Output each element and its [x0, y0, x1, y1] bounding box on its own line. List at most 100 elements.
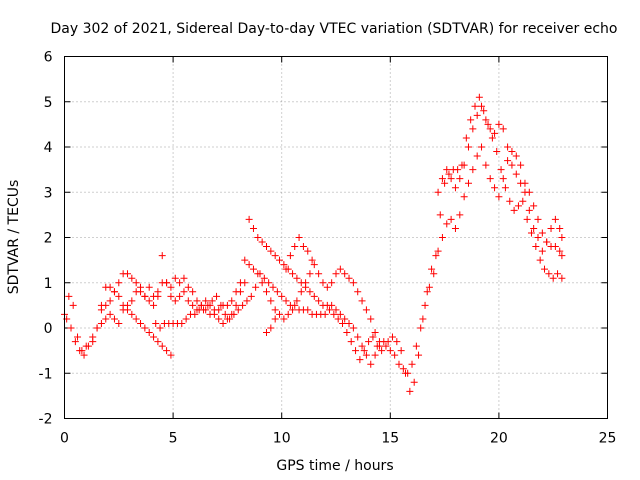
y-axis-label: SDTVAR / TECUs — [6, 180, 22, 295]
data-point — [193, 297, 201, 305]
data-point — [295, 234, 303, 241]
x-tick-label: 5 — [169, 431, 178, 447]
data-point — [330, 310, 338, 318]
data-point — [119, 301, 127, 309]
data-point — [386, 347, 394, 355]
data-point — [247, 292, 255, 300]
data-point — [519, 197, 527, 205]
data-point — [215, 306, 223, 314]
data-point — [545, 270, 553, 278]
data-point — [371, 329, 379, 337]
x-axis-label: GPS time / hours — [276, 458, 393, 474]
data-point — [267, 324, 275, 332]
data-point — [265, 279, 273, 287]
data-point — [504, 143, 512, 151]
data-point — [514, 202, 522, 210]
data-point — [245, 261, 253, 269]
data-point — [213, 292, 221, 300]
data-point — [267, 297, 275, 305]
data-point — [443, 220, 451, 228]
data-point — [115, 319, 123, 327]
data-point — [110, 288, 118, 296]
data-point — [163, 347, 171, 355]
data-point — [534, 234, 542, 241]
data-point — [284, 310, 292, 318]
data-point — [141, 292, 149, 300]
data-point — [360, 347, 368, 355]
data-point — [302, 279, 310, 287]
data-point — [252, 283, 260, 291]
data-point — [273, 288, 281, 296]
data-point — [471, 102, 479, 110]
data-point — [388, 333, 396, 341]
data-point — [436, 211, 444, 219]
data-point — [443, 166, 451, 174]
data-point — [150, 333, 158, 341]
data-point — [245, 215, 253, 223]
data-point — [425, 283, 433, 291]
data-point — [328, 301, 336, 309]
data-point — [456, 211, 464, 219]
data-point — [423, 288, 431, 296]
data-point — [128, 297, 136, 305]
x-tick-label: 0 — [60, 431, 69, 447]
data-point — [152, 319, 160, 327]
data-points — [61, 93, 566, 395]
data-point — [508, 148, 516, 156]
data-point — [412, 342, 420, 350]
data-point — [421, 301, 429, 309]
data-point — [321, 310, 329, 318]
data-point — [391, 351, 399, 359]
data-point — [280, 261, 288, 269]
data-point — [223, 315, 231, 323]
data-point — [262, 288, 270, 296]
data-point — [145, 297, 153, 305]
x-tick-label: 15 — [381, 431, 399, 447]
data-point — [323, 283, 331, 291]
data-point — [336, 265, 344, 273]
data-point — [102, 315, 110, 323]
data-point — [106, 297, 114, 305]
data-point — [334, 315, 342, 323]
data-point — [352, 347, 360, 355]
data-point — [189, 301, 197, 309]
data-point — [451, 184, 459, 192]
data-point — [551, 215, 559, 223]
data-point — [304, 247, 312, 255]
data-point — [551, 243, 559, 251]
data-point — [367, 315, 375, 323]
data-point — [115, 279, 123, 287]
y-tick-labels: -2 -1 0 1 2 3 4 5 6 — [39, 50, 53, 428]
data-point — [154, 292, 162, 300]
data-point — [236, 288, 244, 296]
data-point — [249, 265, 257, 273]
data-point — [345, 274, 353, 282]
data-point — [291, 301, 299, 309]
data-point — [451, 224, 459, 232]
data-point — [399, 365, 407, 373]
data-point — [258, 238, 266, 246]
data-point — [384, 338, 392, 346]
data-point — [523, 215, 531, 223]
data-point — [254, 234, 262, 241]
data-point — [556, 247, 564, 255]
data-point — [478, 102, 486, 110]
data-point — [369, 333, 377, 341]
plot-border — [64, 56, 608, 419]
data-point — [356, 356, 364, 364]
data-point — [393, 338, 401, 346]
data-point — [171, 297, 179, 305]
data-point — [154, 338, 162, 346]
data-point — [156, 324, 164, 332]
data-point — [328, 279, 336, 287]
data-point — [223, 301, 231, 309]
data-point — [276, 256, 284, 264]
data-point — [297, 288, 305, 296]
data-point — [254, 270, 262, 278]
data-point — [445, 170, 453, 178]
data-point — [473, 152, 481, 160]
data-point — [241, 279, 249, 287]
data-point — [397, 347, 405, 355]
data-point — [74, 333, 82, 341]
